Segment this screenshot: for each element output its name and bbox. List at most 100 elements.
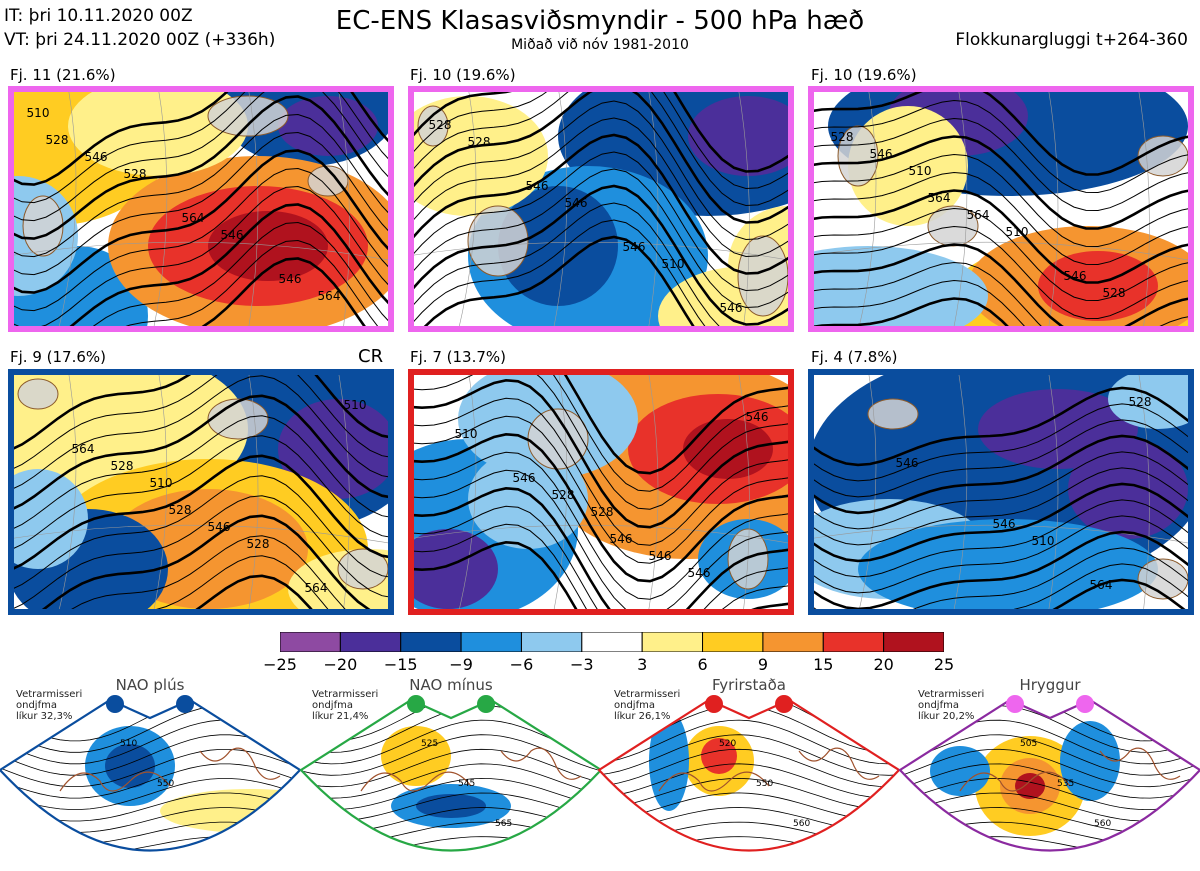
height-contour <box>808 403 1194 482</box>
landmass <box>307 165 349 197</box>
height-contour <box>408 469 794 615</box>
height-contour <box>8 149 394 294</box>
colorbar-tick-label: −6 <box>509 655 534 674</box>
panel-border <box>408 86 794 332</box>
regime-maps: 510 550 525 545 565 520 550 560 505 535 560 <box>0 695 1200 852</box>
height-contour <box>408 369 794 510</box>
height-contour <box>0 749 300 787</box>
height-contour <box>8 131 394 276</box>
height-contour <box>900 763 1200 799</box>
page-subtitle: Miðað við nóv 1981-2010 <box>511 37 689 53</box>
contour-label: 546 <box>720 301 743 315</box>
colorbar-swatch <box>581 631 643 653</box>
anomaly-area <box>1108 369 1194 429</box>
anomaly-area <box>416 794 486 818</box>
contour-label: 528 <box>111 459 134 473</box>
height-contour <box>301 748 601 788</box>
contour-label: 528 <box>1129 395 1152 409</box>
colorbar-swatch <box>460 631 522 653</box>
colorbar-tick-label: 6 <box>697 655 708 674</box>
height-contour <box>808 243 1194 332</box>
colorbar-swatch <box>400 631 462 653</box>
panel-label: Fj. 10 (19.6%) <box>811 66 917 84</box>
contour-label: 510 <box>150 476 173 490</box>
height-contour <box>808 99 1194 194</box>
landmass <box>207 398 269 440</box>
cluster-map-panel: 528 546 510 528 546 546 546 546 <box>408 369 794 615</box>
contour-label: 546 <box>870 147 893 161</box>
height-contour <box>408 184 794 326</box>
height-contour <box>808 207 1194 302</box>
cluster-map-panel: 510 528 546 564 546 564 546 528 <box>8 86 394 332</box>
height-contour <box>8 394 394 512</box>
contour-label: 546 <box>221 228 244 242</box>
height-contour <box>599 734 899 776</box>
height-contour <box>808 451 1194 530</box>
contour-label: 546 <box>526 179 549 193</box>
contour-label: 510 <box>120 739 137 749</box>
colorbar-tick-label: 25 <box>933 655 955 674</box>
height-contour <box>808 419 1194 498</box>
contour-label: 510 <box>1006 225 1029 239</box>
contour-label: 564 <box>967 208 990 222</box>
height-contour <box>408 86 794 207</box>
contour-label: 510 <box>344 398 367 412</box>
contour-label: 546 <box>896 456 919 470</box>
height-contour <box>408 117 794 258</box>
height-contour <box>408 432 794 583</box>
height-contour <box>408 133 794 275</box>
landmass <box>737 235 789 317</box>
panel-border <box>408 369 794 615</box>
contour-label: 550 <box>157 779 174 789</box>
init-time: IT: þri 10.11.2020 00Z <box>4 6 193 26</box>
regime-map: 505 535 560 <box>898 695 1200 852</box>
anomaly-area <box>649 711 689 811</box>
contour-label: 546 <box>993 517 1016 531</box>
contour-label: 546 <box>513 471 536 485</box>
height-contour <box>301 777 601 811</box>
contour-label: 564 <box>305 581 328 595</box>
contour-label: 546 <box>649 549 672 563</box>
cluster-map-panel: 510 528 510 528 546 564 564 528 <box>8 369 394 615</box>
regime-info: Vetrarmisseri ondjfma líkur 21,4% <box>312 689 379 722</box>
height-contour <box>417 235 699 332</box>
contour-label: 564 <box>72 442 95 456</box>
height-contour <box>0 778 300 810</box>
colorbar-tick-label: 15 <box>813 655 834 674</box>
height-contour <box>808 225 1194 320</box>
colorbar-tick-label: −9 <box>449 655 473 674</box>
colorbar-swatch <box>762 631 824 653</box>
colorbar-swatch <box>702 631 764 653</box>
contour-label: 560 <box>1094 819 1111 829</box>
height-contour <box>408 451 794 600</box>
height-contour <box>808 297 1015 332</box>
landmass <box>837 125 879 187</box>
cluster-map-panel: 510 528 546 546 564 <box>808 369 1194 615</box>
contour-label: 535 <box>1057 779 1074 789</box>
panel-border <box>8 86 394 332</box>
height-contour <box>33 514 386 615</box>
contour-label: 505 <box>1020 739 1037 749</box>
panel-label: Fj. 4 (7.8%) <box>811 348 898 366</box>
contour-label: 546 <box>623 240 646 254</box>
anomaly-area <box>1038 251 1158 321</box>
colorbar-tick-label: −25 <box>263 655 297 674</box>
height-contour <box>1040 578 1194 615</box>
height-contour <box>8 95 394 240</box>
panel-border <box>808 369 1194 615</box>
contour-label: 546 <box>688 566 711 580</box>
contour-label: 546 <box>746 410 769 424</box>
height-contour <box>808 515 1194 594</box>
contour-label: 528 <box>429 118 452 132</box>
height-contour <box>408 168 794 309</box>
panel-label: Fj. 9 (17.6%) <box>10 348 106 366</box>
contour-label: 545 <box>458 779 475 789</box>
contour-label: 550 <box>756 779 773 789</box>
anomaly-area <box>858 519 1158 615</box>
anomaly-area <box>68 86 248 176</box>
regime-title: NAO mínus <box>409 676 493 694</box>
contour-label: 546 <box>610 532 633 546</box>
height-contour <box>599 763 899 799</box>
panel-marker: CR <box>358 346 384 367</box>
contour-label: 546 <box>85 150 108 164</box>
